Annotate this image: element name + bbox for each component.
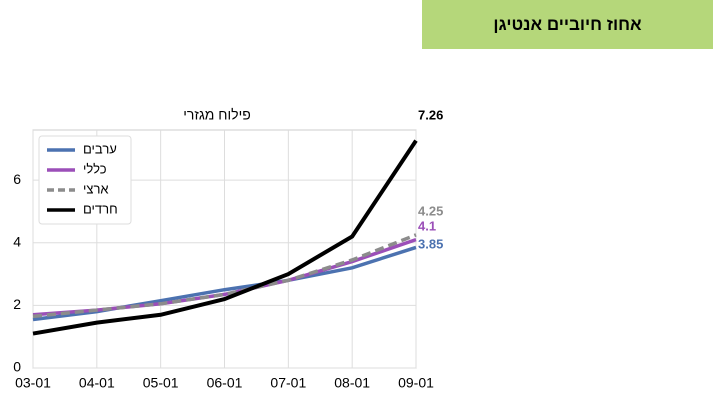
- legend-label: ארצי: [83, 181, 109, 196]
- legend-box: [38, 135, 132, 225]
- y-tick-label: 0: [13, 359, 21, 375]
- value-label: 4.25: [418, 203, 443, 218]
- value-label: 4.1: [418, 218, 436, 233]
- y-tick-label: 6: [13, 171, 21, 187]
- chart-title: פילוח מגזרי: [183, 107, 251, 123]
- x-tick-label: 09-01: [398, 375, 434, 391]
- y-tick-label: 2: [13, 296, 21, 312]
- value-label: 3.85: [418, 236, 443, 251]
- value-label: 7.26: [418, 107, 443, 122]
- x-tick-label: 03-01: [15, 375, 51, 391]
- x-tick-label: 07-01: [270, 375, 306, 391]
- legend-label: חרדים: [83, 201, 118, 216]
- x-tick-label: 05-01: [143, 375, 179, 391]
- x-tick-label: 08-01: [334, 375, 370, 391]
- legend-label: כללי: [83, 161, 107, 176]
- x-tick-label: 04-01: [79, 375, 115, 391]
- legend-label: ערבים: [83, 141, 117, 156]
- x-tick-label: 06-01: [207, 375, 243, 391]
- series-line: [32, 233, 417, 319]
- y-tick-label: 4: [13, 233, 21, 249]
- series-line: [32, 139, 418, 336]
- header-title: אחוז חיוביים אנטיגן: [422, 0, 713, 49]
